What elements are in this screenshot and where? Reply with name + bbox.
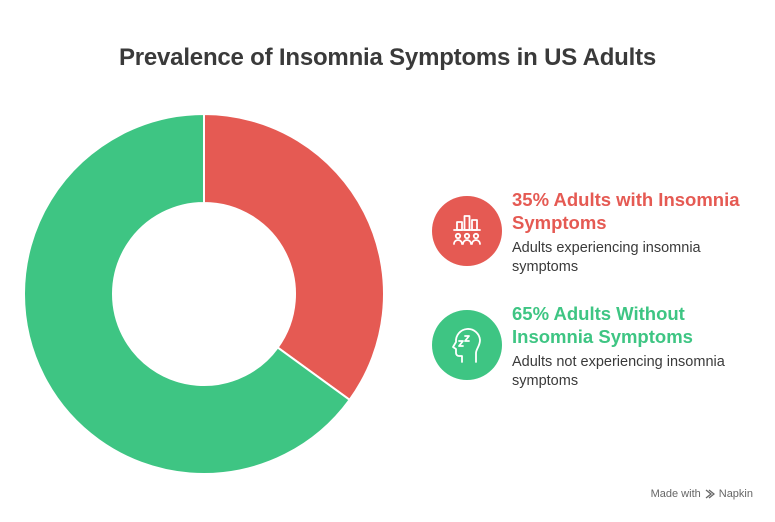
group-bar-chart-icon	[432, 196, 502, 266]
donut-slice-no-insomnia	[23, 112, 352, 475]
legend-description-insomnia: Adults experiencing insomnia symptoms	[512, 240, 701, 275]
chart-title: Prevalence of Insomnia Symptoms in US Ad…	[118, 44, 657, 71]
legend-heading-insomnia: 35% Adults with Insomnia Symptoms	[512, 189, 740, 233]
made-with-napkin: Made with Napkin	[651, 488, 753, 500]
sleeping-head-icon	[432, 310, 502, 380]
donut-chart	[23, 112, 385, 475]
donut-slice-insomnia	[203, 112, 385, 402]
napkin-brand: Napkin	[718, 488, 753, 500]
made-with-label: Made with	[650, 488, 701, 500]
legend-badge-insomnia	[432, 196, 502, 266]
legend-description-no-insomnia: Adults not experiencing insomnia symptom…	[512, 354, 725, 389]
legend-badge-no-insomnia	[432, 310, 502, 380]
napkin-logo-icon	[705, 489, 715, 499]
legend-heading-no-insomnia: 65% Adults Without Insomnia Symptoms	[512, 303, 693, 347]
